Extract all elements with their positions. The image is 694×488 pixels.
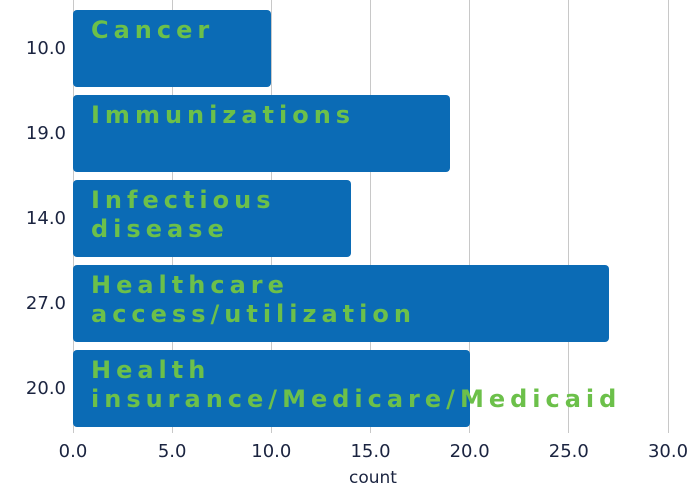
value-label: 20.0: [25, 377, 66, 399]
category-label: Healthcare access/utilization: [91, 271, 416, 328]
bar: Healthcare access/utilization: [73, 265, 609, 342]
category-label: Cancer: [91, 16, 215, 44]
bar: Immunizations: [73, 95, 450, 172]
grid-line: [469, 0, 471, 433]
x-tick-label: 10.0: [251, 441, 292, 462]
x-axis-title: count: [349, 468, 397, 488]
value-label: 27.0: [25, 292, 66, 314]
bar: Health insurance/Medicare/Medicaid: [73, 350, 622, 427]
x-tick-label: 25.0: [548, 441, 589, 462]
value-label: 10.0: [25, 37, 66, 59]
x-tick-label: 20.0: [449, 441, 490, 462]
x-tick-label: 30.0: [647, 441, 689, 462]
value-label: 14.0: [25, 207, 66, 229]
x-tick-label: 15.0: [350, 441, 391, 462]
grid-line: [370, 0, 371, 433]
x-tick-label: 0.0: [58, 441, 88, 462]
value-label: 19.0: [25, 122, 66, 144]
bar: Infectious disease: [73, 180, 351, 257]
grid-line: [667, 0, 669, 433]
grid-line: [568, 0, 570, 433]
category-label: Health insurance/Medicare/Medicaid: [91, 356, 622, 413]
x-tick-label: 5.0: [157, 441, 187, 462]
category-label: Immunizations: [91, 101, 356, 129]
bar: Cancer: [73, 10, 272, 87]
category-label: Infectious disease: [91, 186, 276, 243]
